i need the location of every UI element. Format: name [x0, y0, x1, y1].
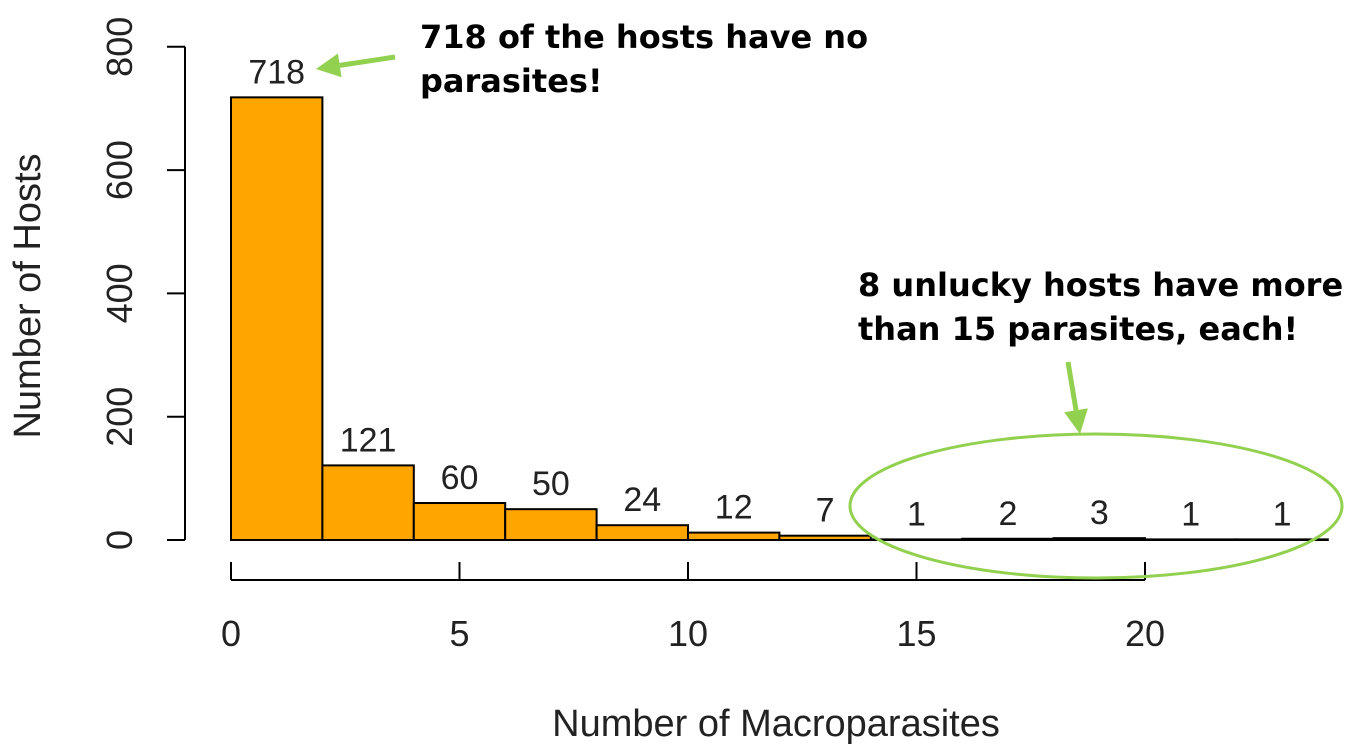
bar-value-label: 12	[715, 489, 753, 527]
histogram-bar	[595, 524, 689, 541]
arrow-to-ellipse	[1064, 361, 1088, 434]
histogram-bar	[504, 508, 598, 541]
bar-value-label: 1	[907, 495, 926, 533]
bar-value-label: 24	[623, 481, 661, 519]
highlight-ellipse	[848, 432, 1344, 580]
y-tick-label: 600	[99, 140, 140, 200]
bar-value-label: 60	[441, 459, 479, 497]
bar-value-label: 2	[998, 495, 1017, 533]
histogram-bar	[687, 531, 781, 541]
x-tick-label: 10	[668, 613, 708, 654]
y-axis-label: Number of Hosts	[7, 153, 49, 438]
histogram-bar	[230, 96, 324, 541]
arrow-to-first-bar	[316, 53, 396, 78]
y-axis: 0 200 400 600 800	[99, 17, 186, 550]
x-tick-label: 5	[449, 613, 469, 654]
bar-value-label: 718	[248, 53, 305, 91]
x-tick-label: 0	[221, 613, 241, 654]
y-tick-label: 0	[99, 530, 140, 550]
histogram-bar	[412, 502, 507, 542]
x-axis: 0 5 10 15 20	[221, 562, 1165, 654]
annotation-no-parasites: 718 of the hosts have no parasites!	[420, 18, 868, 100]
bars-group	[230, 96, 1329, 542]
bar-value-label: 1	[1181, 495, 1200, 533]
bar-value-label: 121	[340, 421, 397, 459]
bar-value-label: 3	[1090, 494, 1109, 532]
x-tick-label: 15	[896, 613, 936, 654]
histogram-bar	[321, 464, 415, 541]
x-axis-label: Number of Macroparasites	[552, 703, 1000, 745]
y-tick-label: 400	[99, 263, 140, 323]
y-tick-label: 200	[99, 387, 140, 447]
bar-value-label: 1	[1273, 495, 1292, 533]
bar-value-label: 7	[816, 492, 835, 530]
annotations-group: 718 of the hosts have no parasites! 8 unlu…	[316, 18, 1344, 580]
y-tick-label: 800	[99, 17, 140, 77]
annotation-unlucky-hosts: 8 unlucky hosts have more than 15 parasit…	[858, 266, 1343, 348]
bar-value-label: 50	[532, 465, 570, 503]
x-tick-label: 20	[1125, 613, 1165, 654]
